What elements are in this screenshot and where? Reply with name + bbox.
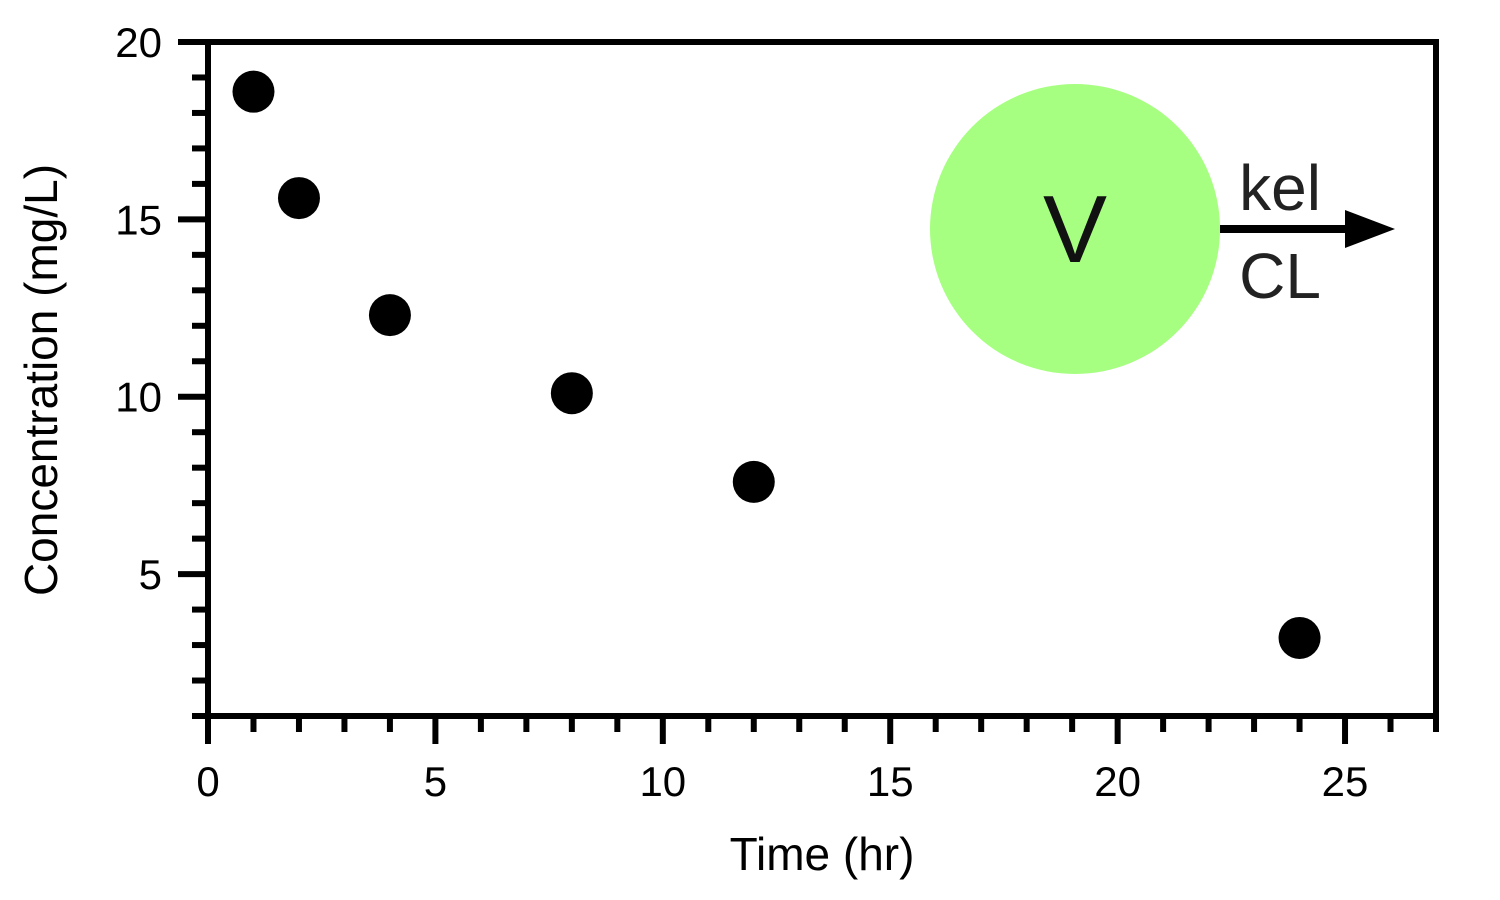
x-tick-label: 20 [1094, 758, 1141, 805]
data-point [550, 372, 593, 415]
x-tick-label: 10 [639, 758, 686, 805]
data-point [277, 177, 320, 220]
data-points [232, 70, 1321, 659]
compartment-circle [930, 84, 1220, 374]
y-tick-label: 10 [115, 374, 162, 421]
data-point [232, 70, 275, 113]
y-tick-label: 20 [115, 19, 162, 66]
x-tick-label: 25 [1322, 758, 1369, 805]
elimination-arrow-head [1345, 210, 1395, 248]
x-tick-label: 0 [196, 758, 219, 805]
y-axis-title: Concentration (mg/L) [15, 164, 67, 596]
plot-frame [205, 39, 1439, 719]
x-tick-label: 5 [424, 758, 447, 805]
arrow-bottom-label: CL [1239, 240, 1321, 312]
y-tick-label: 5 [139, 551, 162, 598]
x-tick-label: 15 [867, 758, 914, 805]
data-point [732, 460, 775, 503]
data-point [368, 294, 411, 337]
x-axis-title: Time (hr) [730, 828, 915, 880]
compartment-label: V [1043, 176, 1107, 283]
y-tick-label: 15 [115, 196, 162, 243]
arrow-top-label: kel [1239, 152, 1321, 224]
one-compartment-diagram: V kel CL [930, 84, 1395, 374]
axis-ticks [178, 39, 1439, 744]
data-point [1278, 616, 1321, 659]
tick-labels: 0 5 10 15 20 25 5 10 15 20 [115, 19, 1368, 805]
